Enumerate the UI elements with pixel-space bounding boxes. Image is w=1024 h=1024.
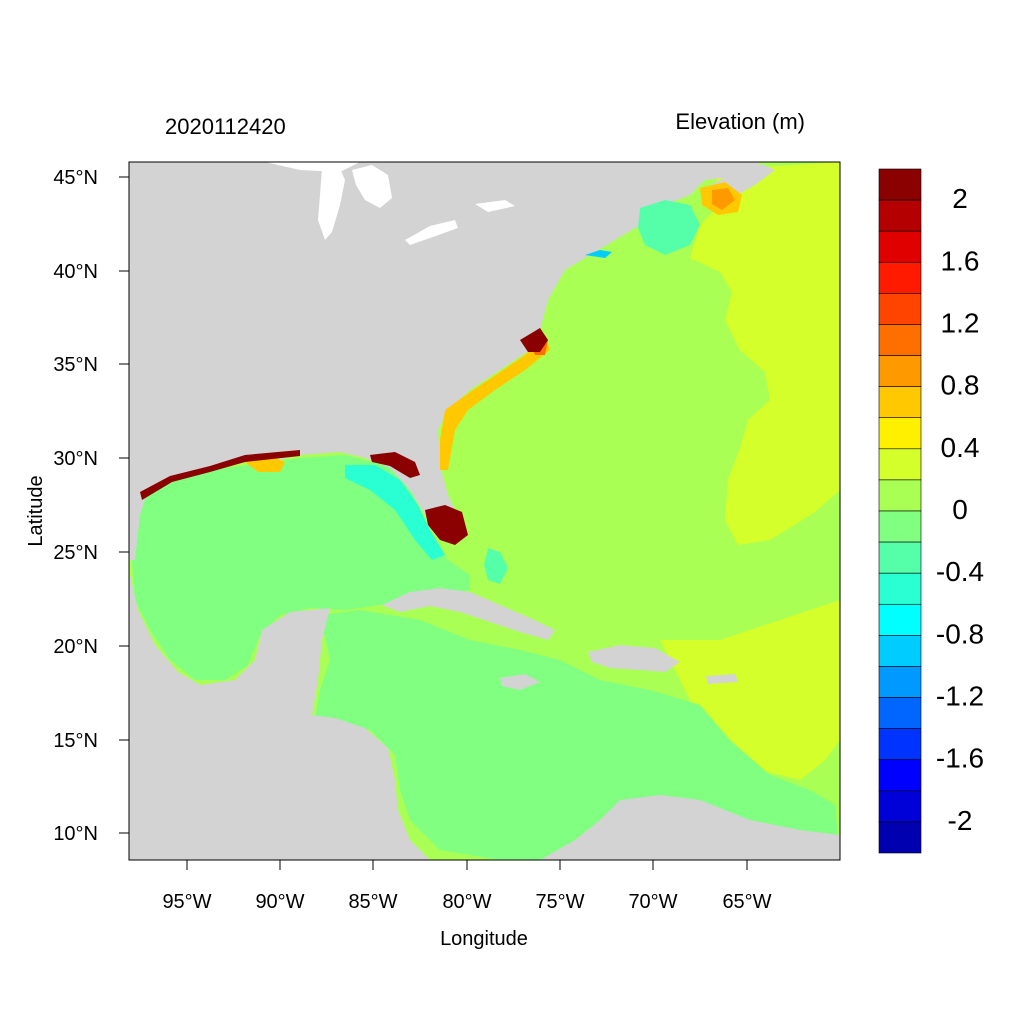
- map-plot-area: [129, 162, 840, 860]
- colorbar-label: -2: [948, 805, 973, 836]
- colorbar-label: 0.8: [941, 370, 980, 401]
- colorbar-band: [878, 790, 922, 823]
- plot-frame: [128, 161, 841, 861]
- colorbar-band: [878, 572, 922, 605]
- y-tick-label: 20°N: [53, 636, 98, 658]
- long-island-negative: [585, 250, 612, 258]
- antilles-high-band: [660, 600, 840, 780]
- y-tick-label: 15°N: [53, 730, 98, 752]
- colorbar-label: 2: [952, 183, 968, 214]
- colorbar-band: [878, 168, 922, 201]
- colorbar-label: 1.6: [941, 245, 980, 276]
- land-cuba: [382, 588, 555, 640]
- colorbar-band: [878, 355, 922, 387]
- colorbar-band: [878, 417, 922, 450]
- north-carolina-surge: [520, 328, 548, 352]
- colorbar-band: [878, 293, 922, 325]
- colorbar-band: [878, 448, 922, 481]
- colorbar-band: [878, 230, 922, 263]
- colorbar-label: -1.2: [936, 681, 984, 712]
- y-tick-label: 35°N: [53, 354, 98, 376]
- bahamas-shallows: [484, 548, 508, 584]
- colorbar-band: [878, 635, 922, 667]
- gulf-of-maine-core: [712, 188, 735, 210]
- colorbar-band: [878, 386, 922, 419]
- land-hispaniola: [588, 645, 680, 672]
- colorbar-label: 0.4: [941, 432, 980, 463]
- lake-erie: [405, 220, 458, 245]
- colorbar-band: [878, 821, 922, 854]
- florida-west-negative: [345, 465, 445, 560]
- cape-cod-negative: [638, 200, 700, 255]
- y-axis: 45°N 40°N 35°N 30°N 25°N 20°N 15°N 10°N: [53, 167, 129, 845]
- x-tick-label: 90°W: [255, 891, 304, 913]
- colorbar-label: 1.2: [941, 307, 980, 338]
- florida-surge: [425, 505, 468, 545]
- louisiana-coast-surge: [140, 450, 300, 500]
- colorbar-band: [878, 324, 922, 356]
- land-north-america: [129, 162, 760, 560]
- lake-superior: [265, 162, 360, 172]
- y-tick-label: 30°N: [53, 448, 98, 470]
- x-axis-title: Longitude: [440, 928, 528, 950]
- colorbar-band: [878, 261, 922, 294]
- x-tick-label: 70°W: [628, 891, 677, 913]
- colorbar-band: [878, 541, 922, 574]
- lake-michigan: [318, 164, 345, 240]
- x-tick-label: 85°W: [348, 891, 397, 913]
- x-tick-label: 80°W: [442, 891, 491, 913]
- y-axis-title: Latitude: [25, 475, 47, 546]
- colorbar-band: [878, 510, 922, 543]
- lake-ontario: [475, 200, 515, 212]
- colorbar-band: [878, 603, 922, 636]
- y-tick-label: 45°N: [53, 167, 98, 189]
- colorbar-label: -0.8: [936, 618, 984, 649]
- colorbar-band: [878, 697, 922, 729]
- colorbar-label: -1.6: [936, 743, 984, 774]
- x-tick-label: 95°W: [162, 891, 211, 913]
- big-bend-surge: [370, 452, 420, 478]
- gulf-of-mexico: [132, 455, 470, 680]
- land-mexico: [129, 570, 430, 860]
- y-tick-label: 40°N: [53, 261, 98, 283]
- variable-label: Elevation (m): [675, 109, 805, 134]
- x-tick-label: 65°W: [722, 891, 771, 913]
- georgia-coast-surge: [440, 335, 550, 470]
- y-tick-label: 25°N: [53, 542, 98, 564]
- colorbar: 2 1.6 1.2 0.8 0.4 0 -0.4 -0.8 -1.2 -1.6 -2: [878, 168, 984, 854]
- land-jamaica: [500, 674, 540, 690]
- colorbar-band: [878, 728, 922, 761]
- colorbar-band: [878, 759, 922, 792]
- colorbar-band: [878, 199, 922, 232]
- colorbar-label: -0.4: [936, 556, 984, 587]
- land-puerto-rico: [706, 674, 738, 684]
- caribbean-sea: [315, 610, 840, 860]
- lake-huron: [352, 165, 392, 208]
- land-south-america: [540, 795, 840, 860]
- x-tick-label: 75°W: [535, 891, 584, 913]
- atlantic-high-band: [690, 162, 840, 545]
- x-axis: 95°W 90°W 85°W 80°W 75°W 70°W 65°W: [162, 860, 772, 913]
- colorbar-band: [878, 479, 922, 512]
- y-tick-label: 10°N: [53, 823, 98, 845]
- colorbar-label: 0: [952, 494, 968, 525]
- colorbar-band: [878, 666, 922, 698]
- time-label: 2020112420: [165, 114, 286, 139]
